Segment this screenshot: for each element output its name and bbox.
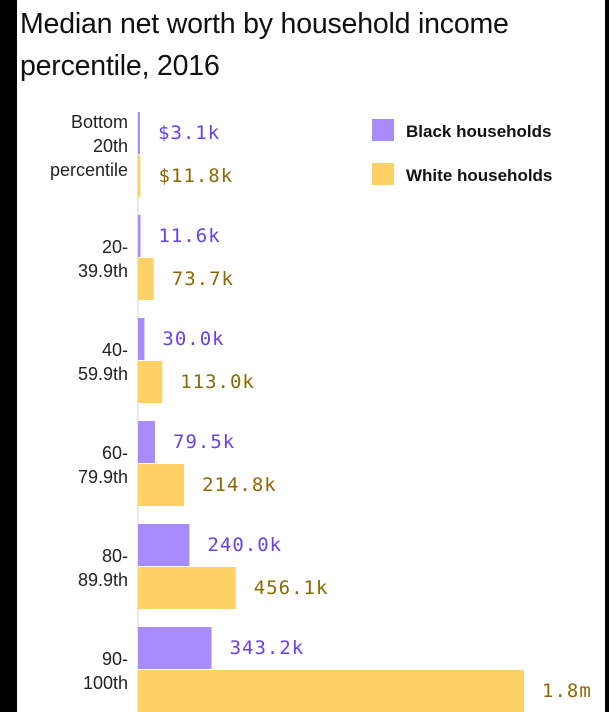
bar-white-households	[138, 464, 185, 506]
data-label-black-households: 240.0k	[207, 534, 282, 556]
data-label-black-households: $3.1k	[158, 122, 220, 144]
bar-black-households	[138, 112, 140, 154]
data-label-white-households: 73.7k	[172, 268, 234, 290]
data-label-black-households: 11.6k	[158, 225, 220, 247]
legend-label-black-households: Black households	[406, 122, 551, 141]
category-label: 60-79.9th	[78, 443, 128, 487]
legend-swatch-white-households	[372, 163, 394, 185]
chart-title: Median net worth by household income per…	[20, 8, 509, 82]
bar-black-households	[138, 318, 145, 360]
category-label: 90-100th	[83, 649, 128, 693]
category-label: 20-39.9th	[78, 237, 128, 281]
data-label-white-households: 113.0k	[180, 371, 255, 393]
category-label: Bottom 20th percentile	[50, 112, 128, 180]
category-label: 40-59.9th	[78, 340, 128, 384]
bar-black-households	[138, 215, 141, 257]
data-label-black-households: 343.2k	[230, 637, 305, 659]
data-label-white-households: 456.1k	[254, 577, 329, 599]
bar-white-households	[138, 670, 524, 712]
right-edge-border	[605, 0, 609, 712]
bar-white-households	[138, 155, 141, 197]
data-label-white-households: $11.8k	[159, 165, 234, 187]
legend-label-white-households: White households	[406, 166, 552, 185]
left-edge-border	[0, 0, 17, 712]
bar-black-households	[138, 627, 212, 669]
bar-black-households	[138, 524, 190, 566]
bar-white-households	[138, 567, 236, 609]
data-label-white-households: 214.8k	[202, 474, 277, 496]
data-label-black-households: 30.0k	[162, 328, 224, 350]
bar-white-households	[138, 258, 154, 300]
legend-swatch-black-households	[372, 119, 394, 141]
bar-black-households	[138, 421, 156, 463]
data-label-white-households: 1.8m	[542, 680, 592, 702]
data-label-black-households: 79.5k	[173, 431, 235, 453]
bar-white-households	[138, 361, 163, 403]
category-label: 80-89.9th	[78, 546, 128, 590]
